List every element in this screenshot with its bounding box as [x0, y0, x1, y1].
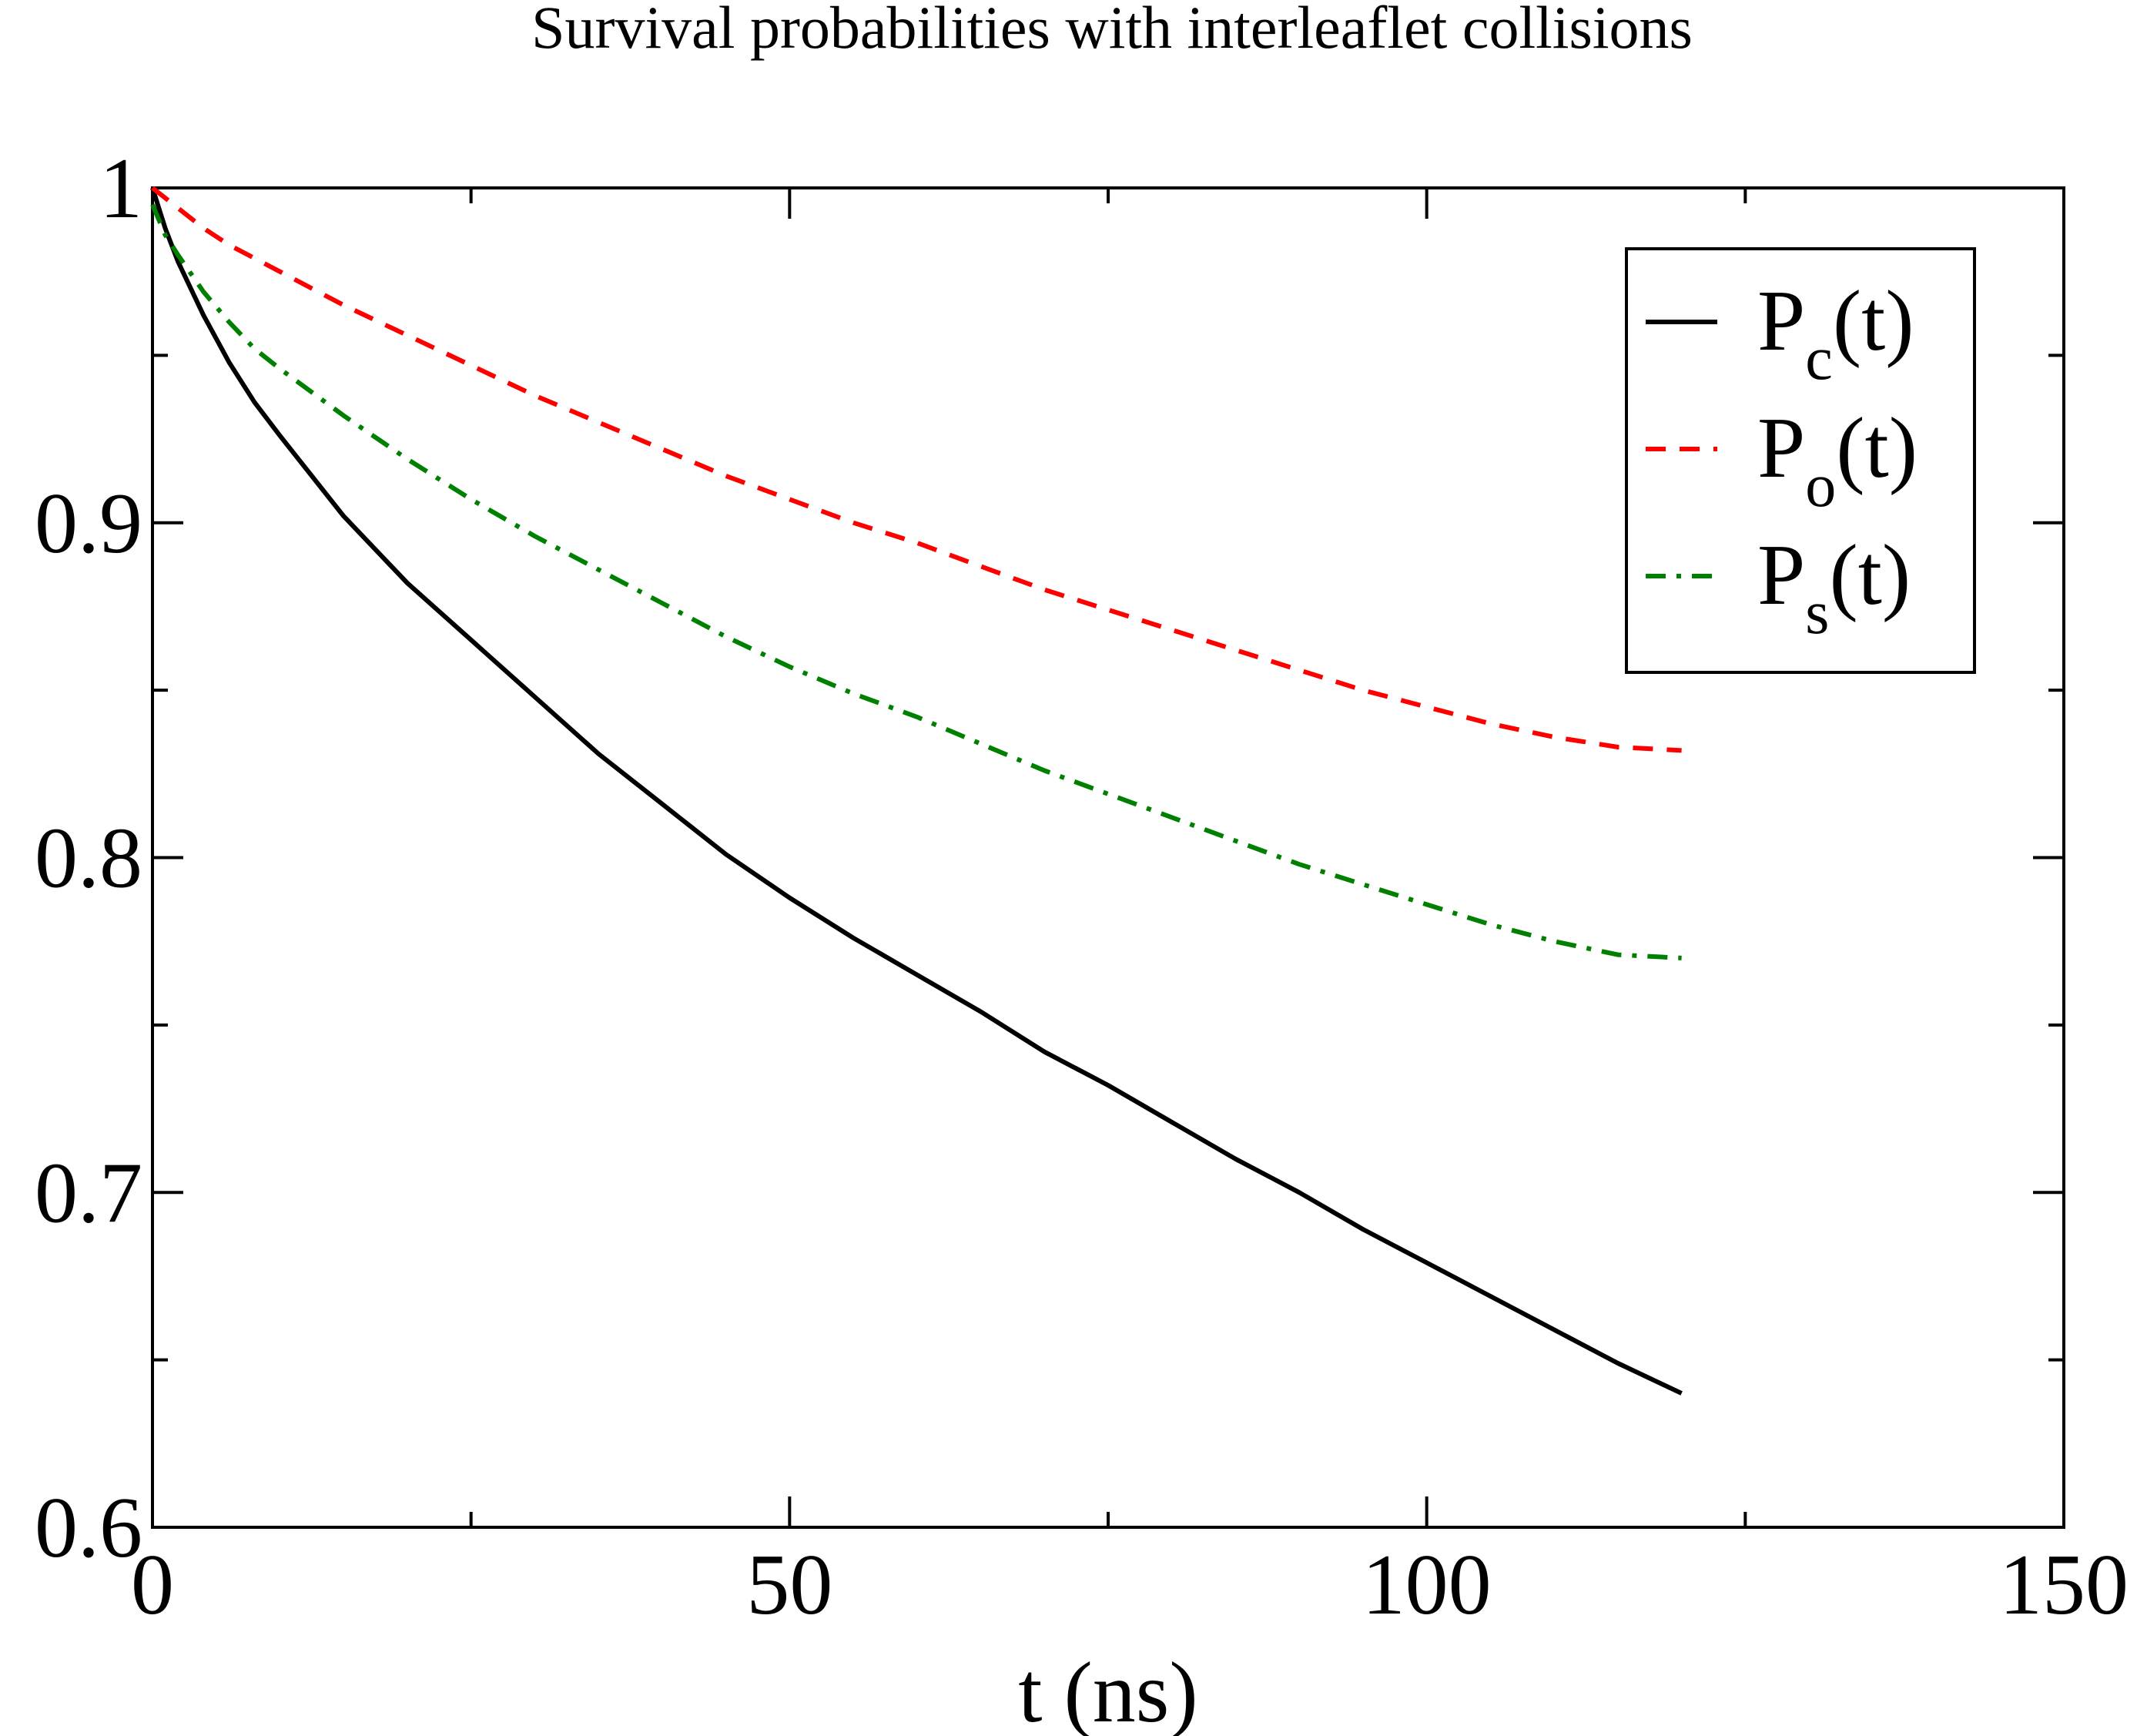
y-tick-label: 1 [99, 141, 142, 236]
x-tick-label: 150 [1999, 1537, 2129, 1633]
legend-box [1625, 247, 1976, 674]
series-lines [150, 186, 1683, 1396]
chart-title: Survival probabilities with interleaflet… [531, 0, 1693, 61]
x-tick-label: 100 [1362, 1537, 1492, 1633]
legend-entries: Pc(t)Po(t)Ps(t) [1646, 273, 1918, 647]
series-line-o [151, 186, 1682, 753]
legend-label-s: Ps(t) [1757, 528, 1911, 647]
y-tick-label: 0.8 [35, 811, 142, 907]
x-tick-label: 50 [746, 1537, 832, 1633]
legend-label-o: Po(t) [1757, 400, 1918, 520]
y-tick-label: 0.7 [35, 1145, 142, 1241]
y-tick-label: 0.6 [35, 1480, 142, 1576]
series-line-c [150, 187, 1683, 1396]
x-axis-label: t (ns) [1018, 1645, 1197, 1736]
legend-label-c: Pc(t) [1757, 273, 1914, 393]
axis-tick-labels: 0 50 100 150 0.6 0.7 0.8 0.9 1 [35, 141, 2129, 1633]
series-line-s [150, 203, 1682, 960]
y-tick-label: 0.9 [35, 476, 142, 571]
axis-ticks [151, 186, 2065, 1529]
legend: Pc(t)Po(t)Ps(t) [1625, 247, 1976, 674]
x-tick-label: 0 [131, 1537, 174, 1633]
